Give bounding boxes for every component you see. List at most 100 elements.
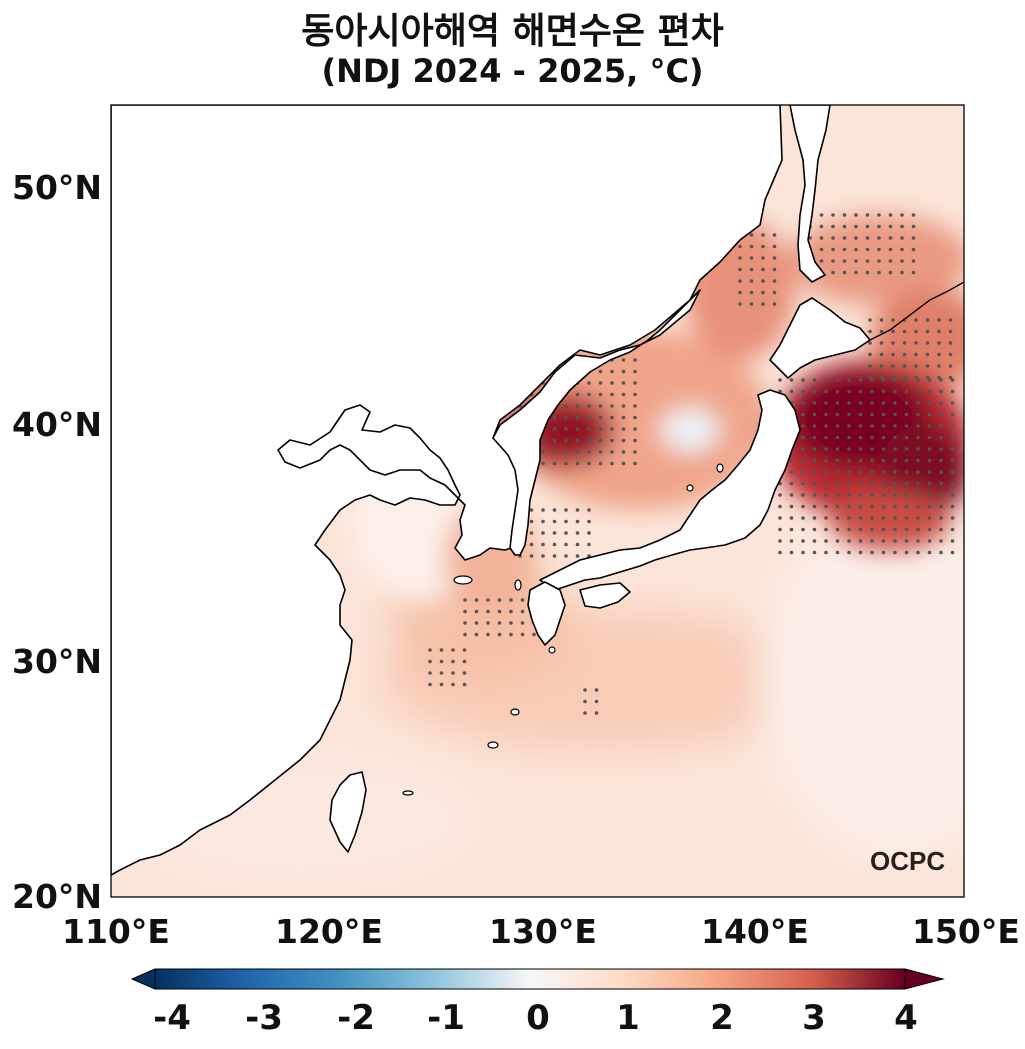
significance-dot <box>520 632 525 637</box>
significance-dot <box>888 259 893 263</box>
significance-dot <box>575 508 580 512</box>
significance-dot <box>835 424 840 428</box>
significance-dot <box>927 527 932 532</box>
significance-dot <box>939 389 943 394</box>
significance-dot <box>761 290 765 295</box>
significance-dot <box>870 412 874 417</box>
significance-dot <box>801 504 805 509</box>
significance-dot <box>939 424 943 428</box>
significance-dot <box>881 504 886 509</box>
significance-dot <box>801 516 805 520</box>
significance-dot <box>621 392 626 397</box>
colorbar <box>130 968 945 990</box>
significance-dot <box>868 329 872 334</box>
significance-dot <box>835 412 840 417</box>
significance-dot <box>812 516 817 520</box>
significance-dot <box>778 504 782 509</box>
significance-dot <box>520 621 525 625</box>
significance-dot <box>824 493 828 497</box>
significance-dot <box>937 364 941 368</box>
significance-dot <box>927 412 932 417</box>
significance-dot <box>529 508 534 512</box>
significance-dot <box>879 375 884 380</box>
significance-dot <box>925 329 930 334</box>
significance-dot <box>888 247 893 252</box>
significance-dot <box>835 401 840 405</box>
significance-dot <box>552 427 557 431</box>
significance-dot <box>564 531 568 535</box>
significance-dot <box>950 412 955 417</box>
significance-dot <box>541 508 545 512</box>
lat-label-40n: 40°N <box>12 405 103 444</box>
significance-dot <box>927 504 932 509</box>
significance-dot <box>854 259 858 263</box>
significance-dot <box>633 358 637 362</box>
significance-dot <box>587 508 591 512</box>
significance-dot <box>564 450 568 454</box>
significance-dot <box>842 236 847 240</box>
significance-dot <box>486 609 490 614</box>
significance-dot <box>633 461 637 466</box>
significance-dot <box>486 621 490 625</box>
significance-dot <box>789 470 794 474</box>
significance-dot <box>927 447 932 451</box>
significance-dot <box>831 259 835 263</box>
significance-dot <box>865 247 870 252</box>
significance-dot <box>900 224 904 229</box>
significance-dot <box>772 279 777 283</box>
significance-dot <box>778 516 782 520</box>
significance-dot <box>948 318 953 322</box>
significance-dot <box>552 542 557 547</box>
significance-dot <box>847 539 851 543</box>
significance-dot <box>801 481 805 486</box>
significance-dot <box>868 318 872 322</box>
significance-dot <box>847 447 851 451</box>
significance-dot <box>835 539 840 543</box>
significance-dot <box>835 470 840 474</box>
significance-dot <box>904 458 909 463</box>
significance-dot <box>870 493 874 497</box>
significance-dot <box>916 412 920 417</box>
significance-dot <box>950 516 955 520</box>
significance-dot <box>633 369 637 374</box>
significance-dot <box>462 671 467 675</box>
significance-dot <box>621 369 626 374</box>
significance-dot <box>865 259 870 263</box>
significance-dot <box>914 341 918 345</box>
significance-dot <box>789 389 794 394</box>
significance-dot <box>474 632 479 637</box>
significance-dot <box>927 389 932 394</box>
significance-dot <box>939 401 943 405</box>
significance-dot <box>858 470 863 474</box>
significance-dot <box>564 415 568 420</box>
significance-dot <box>893 481 897 486</box>
significance-dot <box>587 461 591 466</box>
significance-dot <box>520 598 525 602</box>
significance-dot <box>812 493 817 497</box>
significance-dot <box>451 671 455 675</box>
significance-dot <box>881 493 886 497</box>
significance-dot <box>772 233 777 237</box>
significance-dot <box>621 427 626 431</box>
significance-dot <box>801 458 805 463</box>
significance-dot <box>950 458 955 463</box>
significance-dot <box>870 378 874 382</box>
significance-dot <box>587 415 591 420</box>
significance-dot <box>428 659 432 664</box>
significance-dot <box>893 378 897 382</box>
significance-dot <box>911 270 916 275</box>
significance-dot <box>835 481 840 486</box>
significance-dot <box>914 352 918 357</box>
significance-dot <box>598 415 603 420</box>
significance-dot <box>870 447 874 451</box>
significance-dot <box>532 632 536 637</box>
significance-dot <box>575 542 580 547</box>
significance-dot <box>939 458 943 463</box>
lon-label-150e: 150°E <box>912 912 1020 951</box>
significance-dot <box>950 550 955 555</box>
significance-dot <box>594 688 599 692</box>
significance-dot <box>948 341 953 345</box>
significance-dot <box>950 470 955 474</box>
significance-dot <box>891 341 895 345</box>
